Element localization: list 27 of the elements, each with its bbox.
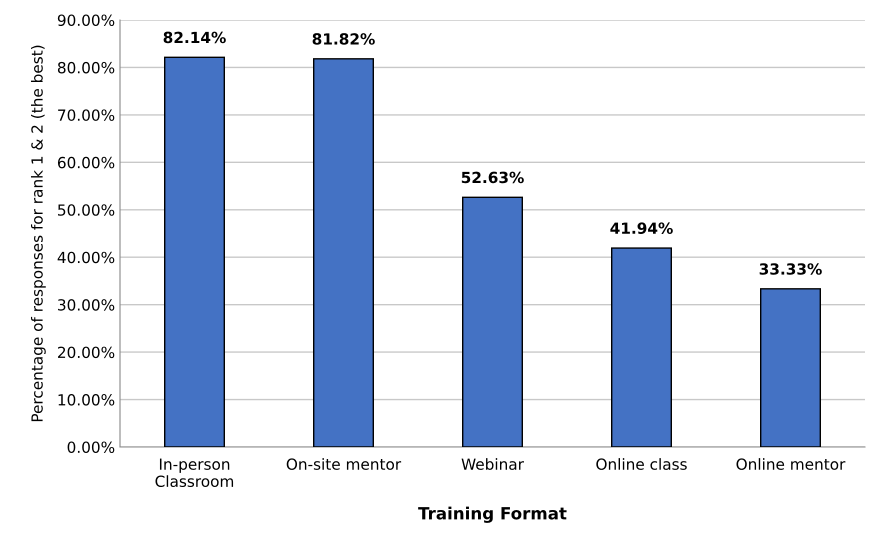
bar	[462, 196, 523, 447]
y-axis-title: Percentage of responses for rank 1 & 2 (the best)	[30, 46, 46, 422]
y-tick-label: 60.00%	[58, 156, 114, 168]
x-tick-label: Online mentor	[736, 458, 846, 470]
x-tick-label: In-person Classroom	[156, 458, 234, 488]
y-tick-label: 40.00%	[58, 252, 114, 264]
y-tick-label: 80.00%	[58, 62, 114, 74]
y-tick-label: 30.00%	[58, 299, 114, 311]
bar	[313, 58, 374, 447]
bar	[164, 56, 225, 447]
y-tick-label: 90.00%	[58, 14, 114, 26]
y-tick-label: 0.00%	[68, 441, 114, 454]
data-label: 41.94%	[610, 222, 673, 234]
x-tick-label: Online class	[596, 458, 687, 470]
y-tick-label: 50.00%	[58, 204, 114, 216]
data-label: 81.82%	[312, 33, 375, 45]
x-tick-label: On-site mentor	[286, 458, 402, 470]
x-axis-title: Training Format	[418, 506, 567, 523]
bar	[760, 288, 821, 447]
y-tick-label: 20.00%	[58, 346, 114, 358]
y-tick-label: 10.00%	[58, 394, 114, 406]
x-tick-label: Webinar	[462, 458, 524, 470]
data-label: 33.33%	[760, 263, 822, 275]
data-label: 52.63%	[462, 172, 524, 184]
data-label: 82.14%	[164, 32, 226, 44]
bar	[611, 247, 672, 447]
y-tick-label: 70.00%	[58, 109, 114, 121]
